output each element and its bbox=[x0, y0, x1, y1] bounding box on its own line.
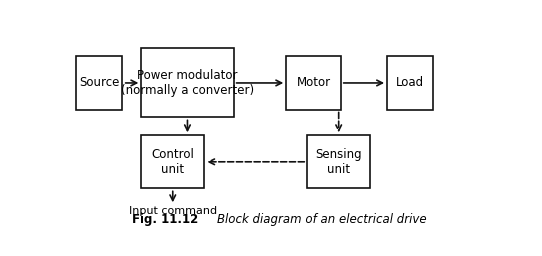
Bar bbox=[141, 48, 234, 118]
Bar bbox=[76, 56, 122, 110]
Text: Power modulator
(normally a converter): Power modulator (normally a converter) bbox=[121, 69, 254, 97]
Bar bbox=[307, 135, 370, 188]
Text: Motor: Motor bbox=[296, 77, 331, 89]
Bar bbox=[141, 135, 204, 188]
Text: Control
unit: Control unit bbox=[151, 148, 194, 176]
Text: Sensing
unit: Sensing unit bbox=[315, 148, 362, 176]
Text: Input command: Input command bbox=[128, 206, 217, 216]
Bar bbox=[286, 56, 341, 110]
Text: Block diagram of an electrical drive: Block diagram of an electrical drive bbox=[202, 213, 427, 226]
Text: Source: Source bbox=[79, 77, 119, 89]
Text: Load: Load bbox=[396, 77, 424, 89]
Text: Fig. 11.12: Fig. 11.12 bbox=[132, 213, 198, 226]
Bar bbox=[387, 56, 433, 110]
